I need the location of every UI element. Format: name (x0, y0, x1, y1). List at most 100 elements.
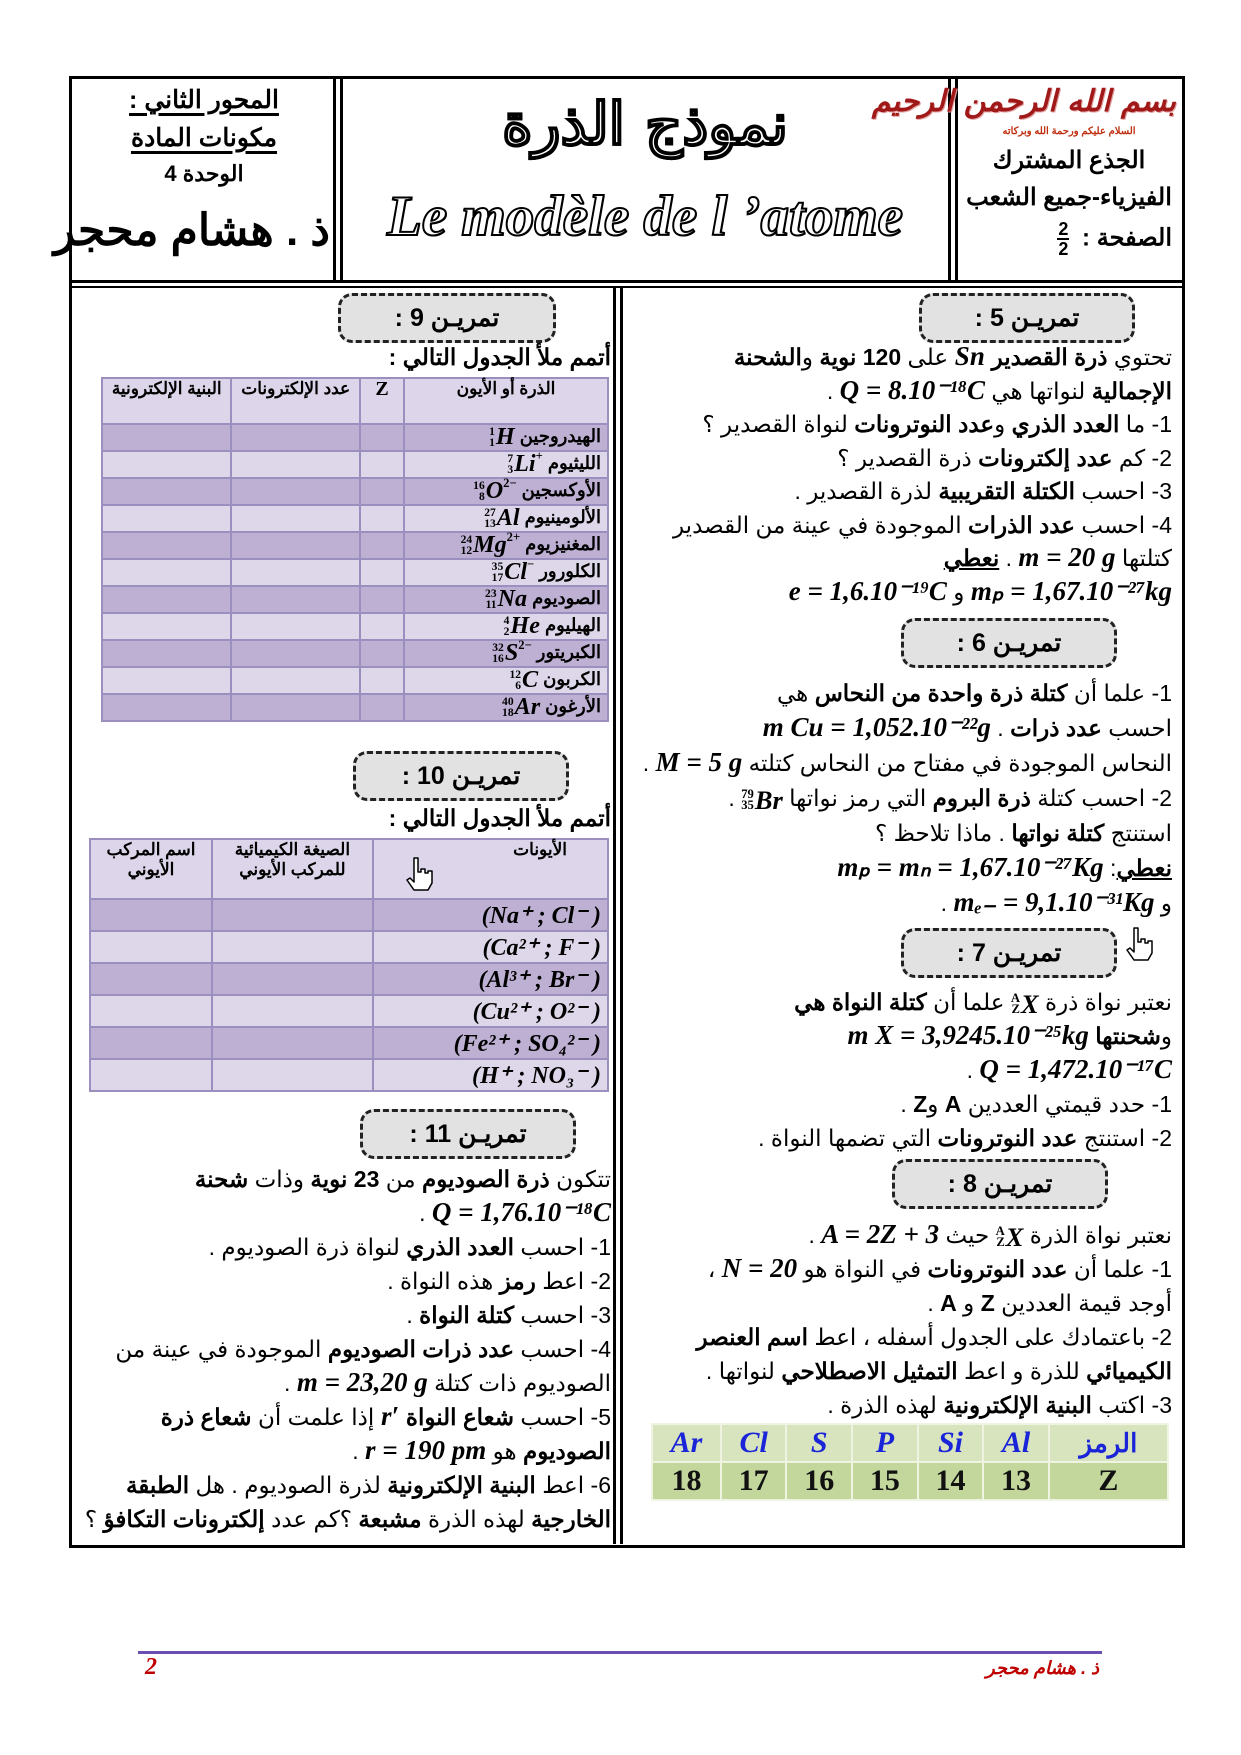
compound-name-answer-cell[interactable] (89, 898, 213, 932)
math-expression: m = 23,20 g (296, 1367, 428, 1397)
math-expression: m Cu = 1,052.10⁻²²g (762, 712, 991, 742)
electron-count-answer-cell[interactable] (230, 450, 361, 479)
nuclide-symbol: 7 3 Li + (507, 450, 542, 476)
text-line: الكيميائي للذرة و اعط التمثيل الاصطلاحي … (632, 1354, 1172, 1388)
electron-config-answer-cell[interactable] (100, 531, 233, 560)
z-answer-cell[interactable] (359, 477, 405, 506)
element-symbol-cell: Ar (651, 1423, 722, 1463)
mass-atomic-numbers: 23 11 (485, 588, 497, 610)
text-line: 2- استنتج عدد النوترونات التي تضمها النو… (632, 1121, 1172, 1155)
electron-config-answer-cell[interactable] (100, 504, 233, 533)
z-answer-cell[interactable] (359, 558, 405, 587)
z-answer-cell[interactable] (359, 585, 405, 614)
electron-count-answer-cell[interactable] (230, 504, 361, 533)
element-symbol: He (510, 612, 540, 640)
nuclide-symbol: 40 18 Ar (502, 695, 540, 719)
electron-count-answer-cell[interactable] (230, 639, 361, 668)
formula-answer-cell[interactable] (210, 898, 374, 932)
bold-text-segment: 120 نوية (819, 344, 902, 370)
column-header: الذرة أو الأيون (403, 377, 609, 425)
text-segment: 2- استنتج (1077, 1125, 1172, 1151)
mass-number: 1 (489, 426, 495, 439)
nuclide-symbol: 16 8 O 2− (473, 477, 516, 503)
footer-author: ذ . هشام محجر (985, 1658, 1099, 1678)
electron-config-answer-cell[interactable] (100, 666, 233, 695)
nuclide-symbol: 4 2 He (504, 614, 540, 638)
exercise-6-title: تمريـن 6 : (901, 618, 1117, 668)
ion-pair-cell: (Ca²⁺ ; F⁻ ) (371, 930, 610, 964)
table-header-row: الذرة أو الأيون Z عدد الإلكترونات البنية ال… (100, 377, 609, 425)
table-row: (Al³⁺ ; Br⁻ ) (89, 962, 610, 996)
text-segment: لنواة القصدير ؟ (702, 411, 855, 437)
table-row: الألومينيوم 27 13 Al (100, 504, 609, 533)
electron-count-answer-cell[interactable] (230, 585, 361, 614)
electron-count-answer-cell[interactable] (230, 423, 361, 452)
electron-count-answer-cell[interactable] (230, 531, 361, 560)
z-answer-cell[interactable] (359, 531, 405, 560)
text-segment: . (808, 1222, 822, 1248)
header-separator-left (333, 78, 343, 282)
text-line: استنتج كتلة نواتها . ماذا تلاحظ ؟ (632, 816, 1172, 851)
z-answer-cell[interactable] (359, 666, 405, 695)
z-answer-cell[interactable] (359, 693, 405, 722)
ion-charge: − (527, 557, 535, 572)
text-line: 1- ما العدد الذري وعدد النوترونات لنواة … (632, 408, 1172, 442)
bold-text-segment: عدد ذرات الصوديوم (327, 1336, 515, 1362)
element-symbol: X (1005, 1221, 1024, 1252)
compound-name-answer-cell[interactable] (89, 962, 213, 996)
text-segment: . (927, 1290, 941, 1316)
electron-config-answer-cell[interactable] (100, 558, 233, 587)
table-row: (H⁺ ; NO₃⁻ ) (89, 1058, 610, 1092)
element-symbol-cell: Al (982, 1423, 1050, 1463)
electron-config-answer-cell[interactable] (100, 477, 233, 506)
formula-answer-cell[interactable] (210, 994, 374, 1028)
electron-count-answer-cell[interactable] (230, 666, 361, 695)
text-segment: . (999, 545, 1019, 571)
electron-config-answer-cell[interactable] (100, 693, 233, 722)
formula-answer-cell[interactable] (210, 962, 374, 996)
z-answer-cell[interactable] (359, 612, 405, 641)
electron-config-answer-cell[interactable] (100, 423, 233, 452)
formula-answer-cell[interactable] (210, 930, 374, 964)
z-answer-cell[interactable] (359, 423, 405, 452)
bold-text-segment: البنية الإلكترونية (943, 1392, 1092, 1418)
mass-atomic-numbers: 32 16 (492, 642, 504, 664)
nuclide-symbol: 12 6 C (509, 668, 538, 692)
text-line: النحاس الموجودة في مفتاح من النحاس كتلته… (632, 746, 1172, 781)
element-symbol: Mg (473, 531, 507, 559)
electron-count-answer-cell[interactable] (230, 693, 361, 722)
electron-count-answer-cell[interactable] (230, 612, 361, 641)
text-segment: 1- علما أن (1067, 680, 1172, 706)
text-segment: 1- احسب (514, 1234, 611, 1260)
electron-config-answer-cell[interactable] (100, 612, 233, 641)
electron-count-answer-cell[interactable] (230, 558, 361, 587)
z-answer-cell[interactable] (359, 639, 405, 668)
text-segment: استنتج (1104, 820, 1172, 846)
formula-answer-cell[interactable] (210, 1026, 374, 1060)
compound-name-answer-cell[interactable] (89, 930, 213, 964)
z-answer-cell[interactable] (359, 504, 405, 533)
text-line: وشحنتها m X = 3,9245.10⁻²⁵kg (632, 1019, 1173, 1053)
electron-count-answer-cell[interactable] (230, 477, 361, 506)
compound-name-answer-cell[interactable] (89, 1026, 213, 1060)
text-line: الخارجية لهذه الذرة مشبعة ؟كم عدد إلكترو… (85, 1502, 611, 1536)
math-expression: m X = 3,9245.10⁻²⁵kg (847, 1020, 1089, 1050)
nuclide-symbol: 24 12 Mg 2+ (461, 531, 521, 559)
text-segment: 3- اكتب (1091, 1392, 1172, 1418)
electron-config-answer-cell[interactable] (100, 639, 233, 668)
compound-name-answer-cell[interactable] (89, 1058, 213, 1092)
text-segment: . (284, 1370, 297, 1396)
text-segment: 5- احسب (514, 1404, 611, 1430)
z-answer-cell[interactable] (359, 450, 405, 479)
electron-config-answer-cell[interactable] (100, 585, 233, 614)
compound-name-answer-cell[interactable] (89, 994, 213, 1028)
mass-number: 7 (507, 453, 514, 466)
atomic-number: Z (996, 1234, 1005, 1249)
mass-number: 32 (492, 642, 504, 655)
formula-answer-cell[interactable] (210, 1058, 374, 1092)
electron-config-answer-cell[interactable] (100, 450, 233, 479)
